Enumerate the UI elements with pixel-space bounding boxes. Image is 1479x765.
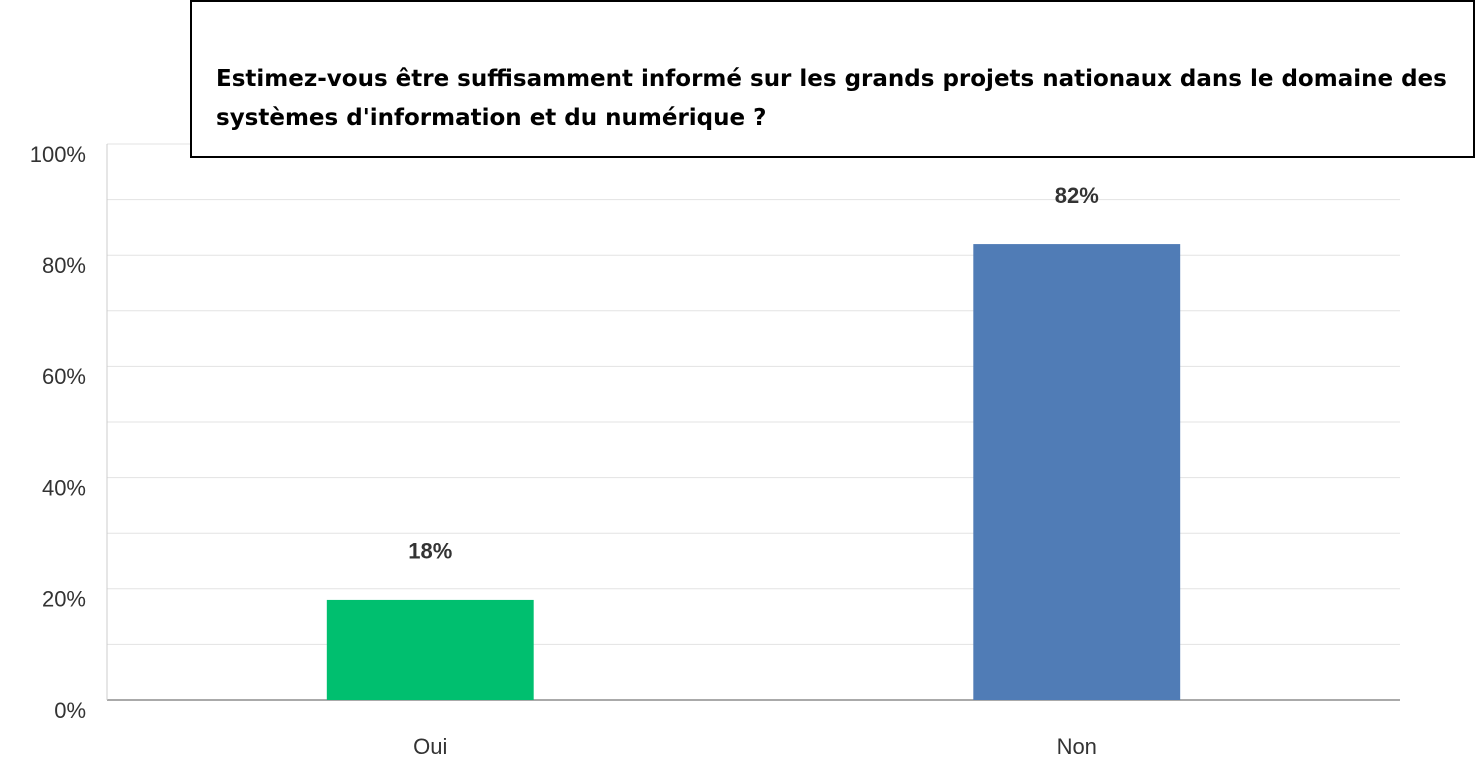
x-tick-label: Oui xyxy=(413,734,447,759)
y-tick-label: 20% xyxy=(42,587,86,612)
value-label: 82% xyxy=(1055,183,1099,208)
bar xyxy=(326,599,534,700)
y-tick-label: 0% xyxy=(54,698,86,723)
bar xyxy=(973,244,1181,700)
y-tick-label: 100% xyxy=(30,142,86,167)
x-tick-label: Non xyxy=(1057,734,1097,759)
y-tick-label: 60% xyxy=(42,364,86,389)
value-label: 18% xyxy=(408,539,452,564)
y-tick-label: 80% xyxy=(42,253,86,278)
chart-title: Estimez-vous être suffisamment informé s… xyxy=(190,0,1475,158)
y-tick-label: 40% xyxy=(42,475,86,500)
